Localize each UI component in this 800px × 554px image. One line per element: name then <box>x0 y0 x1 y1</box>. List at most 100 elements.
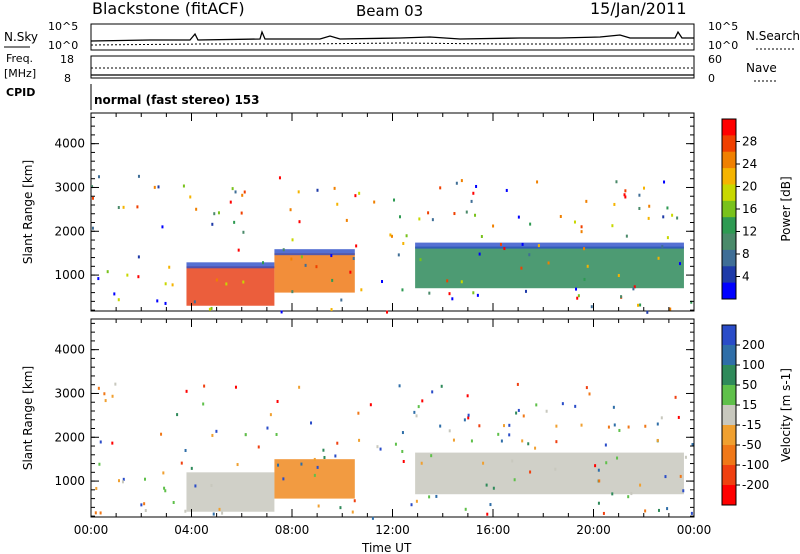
sparse-echo <box>336 441 339 445</box>
sparse-echo <box>644 509 647 513</box>
x-axis-label: Time UT <box>361 541 412 554</box>
freq-tick-bottom: 8 <box>64 72 71 85</box>
sparse-echo <box>486 512 489 516</box>
sparse-echo <box>290 257 293 261</box>
sparse-echo <box>451 297 454 301</box>
sparse-echo <box>161 225 164 229</box>
freq-tick-top: 18 <box>60 53 74 66</box>
sparse-echo <box>379 447 382 451</box>
sparse-echo <box>478 252 481 256</box>
sparse-echo <box>316 465 319 469</box>
sparse-echo <box>428 495 431 499</box>
y-tick-label: 2000 <box>54 224 85 238</box>
sparse-echo <box>351 510 354 514</box>
x-tick-label: 12:00 <box>375 523 410 537</box>
sparse-echo <box>211 433 214 437</box>
colorbar-tick-label: 15 <box>742 398 757 412</box>
sparse-echo <box>137 255 140 259</box>
sparse-echo <box>639 483 642 487</box>
sparse-echo <box>389 233 392 237</box>
sparse-echo <box>594 464 597 468</box>
sparse-echo <box>624 189 627 193</box>
sparse-echo <box>513 478 516 482</box>
sparse-echo <box>352 257 355 261</box>
sparse-echo <box>516 382 519 386</box>
sparse-echo <box>638 206 641 210</box>
sparse-echo <box>573 220 576 224</box>
sparse-echo <box>420 461 423 465</box>
sparse-echo <box>137 174 140 178</box>
colorbar-segment <box>722 135 736 153</box>
sparse-echo <box>233 220 236 224</box>
sparse-echo <box>410 503 413 507</box>
sparse-echo <box>371 516 374 520</box>
sparse-echo <box>164 301 167 305</box>
x-tick-label: 08:00 <box>275 523 310 537</box>
sparse-echo <box>241 193 244 197</box>
sparse-echo <box>164 282 167 286</box>
sparse-echo <box>217 211 220 215</box>
colorbar-tick-label: -200 <box>742 478 769 492</box>
colorbar-segment <box>722 325 736 346</box>
sparse-echo <box>203 384 206 388</box>
nsky-panel <box>90 23 695 51</box>
colorbar-segment <box>722 217 736 235</box>
sparse-echo <box>304 263 307 267</box>
sparse-echo <box>262 261 265 265</box>
colorbar-segment <box>722 119 736 136</box>
sparse-echo <box>585 386 588 390</box>
sparse-echo <box>664 475 667 479</box>
sparse-echo <box>91 226 94 230</box>
colorbar-segment <box>722 365 736 386</box>
sparse-echo <box>677 415 680 419</box>
sparse-echo <box>358 191 361 195</box>
date-title: 15/Jan/2011 <box>590 0 687 18</box>
sparse-echo <box>162 471 165 475</box>
sparse-echo <box>189 195 192 199</box>
sparse-echo <box>381 280 384 284</box>
sparse-echo <box>431 218 434 222</box>
sparse-echo <box>590 305 593 309</box>
sparse-echo <box>627 425 630 429</box>
sparse-echo <box>282 477 285 481</box>
sparse-echo <box>360 288 363 292</box>
sparse-echo <box>376 445 379 449</box>
sparse-echo <box>298 385 301 389</box>
colorbar-segment <box>722 168 736 185</box>
sparse-echo <box>176 413 179 417</box>
colorbar-tick-label: -50 <box>742 438 762 452</box>
sparse-echo <box>402 459 405 463</box>
sparse-echo <box>243 190 246 194</box>
sparse-echo <box>276 399 279 403</box>
sparse-echo <box>639 303 642 307</box>
sparse-echo <box>140 503 143 507</box>
sparse-echo <box>349 270 352 274</box>
sparse-echo <box>666 206 669 210</box>
sparse-echo <box>168 265 171 269</box>
x-tick-label: 20:00 <box>576 523 611 537</box>
sparse-echo <box>470 199 473 203</box>
sparse-echo <box>467 416 470 420</box>
sparse-echo <box>453 212 456 216</box>
sparse-echo <box>648 204 651 208</box>
colorbar-tick-label: 100 <box>742 358 765 372</box>
echo-band-fringe <box>186 262 275 269</box>
colorbar-segment <box>722 249 736 267</box>
sparse-echo <box>478 424 481 428</box>
sparse-echo <box>452 438 455 442</box>
sparse-echo <box>647 216 650 220</box>
sparse-echo <box>136 205 139 209</box>
sparse-echo <box>289 208 292 212</box>
sparse-echo <box>472 191 475 195</box>
sparse-echo <box>508 423 511 427</box>
sparse-echo <box>497 432 500 436</box>
sparse-echo <box>586 264 589 268</box>
colorbar-tick-label: 28 <box>742 135 757 149</box>
sparse-echo <box>413 410 416 414</box>
sparse-echo <box>690 511 693 515</box>
sparse-echo <box>354 194 357 198</box>
sparse-echo <box>266 426 269 430</box>
colorbar-frame <box>721 324 737 506</box>
sparse-echo <box>180 461 183 465</box>
